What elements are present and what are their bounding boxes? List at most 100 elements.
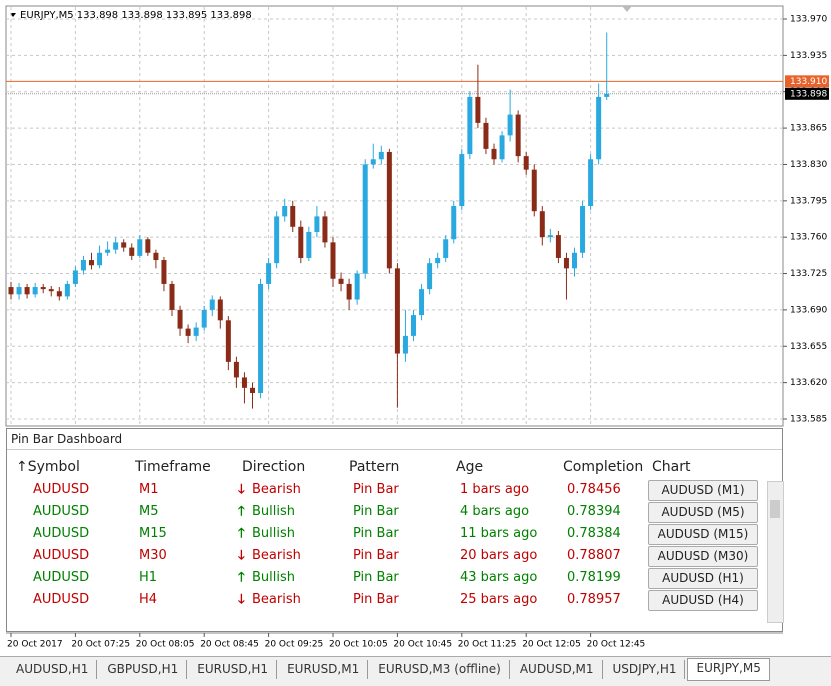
chart-button[interactable]: AUDUSD (M5) — [648, 502, 758, 523]
candle-body — [370, 159, 376, 165]
candle-body — [185, 328, 191, 336]
tab[interactable]: AUDUSD,H1 — [8, 660, 98, 679]
tab[interactable]: EURUSD,M3 (offline) — [370, 660, 510, 679]
candle-body — [451, 206, 457, 240]
price-label-box — [785, 87, 829, 100]
candle-body — [48, 289, 54, 292]
divider — [7, 449, 782, 450]
direction-icon: 🡓 — [238, 548, 245, 563]
candle-body — [217, 299, 223, 321]
candle-body — [419, 289, 425, 316]
candle-body — [40, 287, 46, 290]
candle-body — [250, 387, 255, 394]
cell-age: 25 bars ago — [460, 592, 538, 607]
cell-direction: Bullish — [252, 504, 296, 519]
candle-body — [145, 239, 151, 253]
candle-body — [282, 206, 288, 217]
subwindow-tick: 0 — [788, 632, 794, 634]
candle-body — [32, 287, 38, 295]
scroll-thumb[interactable] — [770, 500, 780, 518]
chart-button[interactable]: AUDUSD (M30) — [648, 546, 758, 567]
candle-body — [499, 135, 505, 160]
candle-body — [72, 270, 78, 284]
candle-body — [338, 278, 344, 284]
candle-body — [274, 216, 280, 264]
price-chart: EURJPY,M5 133.898 133.898 133.895 133.89… — [5, 5, 829, 427]
direction-icon: 🡓 — [238, 592, 245, 607]
cell-pattern: Pin Bar — [353, 526, 399, 541]
scrollbar[interactable] — [767, 481, 784, 623]
tab[interactable]: EURUSD,H1 — [189, 660, 278, 679]
candle-body — [169, 283, 175, 310]
column-header: Age — [456, 459, 484, 475]
cell-symbol: AUDUSD — [33, 482, 90, 497]
candle-body — [515, 114, 521, 157]
y-tick-label: 133.725 — [790, 269, 827, 279]
chart-button[interactable]: AUDUSD (H1) — [648, 568, 758, 589]
tab[interactable]: AUDUSD,M1 — [512, 660, 603, 679]
chart-button[interactable]: AUDUSD (M1) — [648, 480, 758, 501]
time-axis: 0 20 Oct 2017 20 Oct 07:25 20 Oct 08:05 20 O… — [6, 632, 794, 650]
candle-body — [443, 239, 449, 258]
chart-frame — [5, 5, 784, 427]
chart-button[interactable]: AUDUSD (H4) — [648, 590, 758, 611]
direction-icon: 🡑 — [238, 570, 245, 585]
cell-direction: Bearish — [252, 548, 301, 563]
cell-symbol: AUDUSD — [33, 570, 90, 585]
x-tick-label: 20 Oct 08:05 — [136, 640, 195, 650]
candle-body — [411, 315, 416, 336]
level-label-box — [785, 75, 829, 88]
candle-body — [491, 148, 497, 160]
price-label: 133.898 — [790, 89, 827, 99]
candle-body — [177, 309, 183, 329]
x-tick-label: 20 Oct 09:25 — [265, 640, 324, 650]
candle-body — [362, 164, 368, 274]
cell-timeframe: H1 — [139, 570, 158, 585]
candle-body — [161, 260, 167, 284]
tab[interactable]: GBPUSD,H1 — [99, 660, 188, 679]
tab[interactable]: EURJPY,M5 — [687, 658, 770, 681]
cell-direction: Bearish — [252, 592, 301, 607]
candle-body — [113, 242, 119, 250]
shift-marker — [622, 6, 632, 12]
cell-timeframe: M15 — [139, 526, 167, 541]
level-label: 133.910 — [790, 77, 827, 87]
dashboard-title: Pin Bar Dashboard — [11, 432, 123, 446]
candle-body — [16, 287, 22, 295]
column-header: Pattern — [349, 459, 400, 475]
candle-body — [105, 249, 111, 253]
candle-body — [121, 242, 127, 248]
x-tick-label: 20 Oct 08:45 — [200, 640, 259, 650]
column-header: Chart — [652, 459, 691, 475]
direction-icon: 🡑 — [238, 526, 245, 541]
tab[interactable]: EURUSD,M1 — [279, 660, 369, 679]
cell-pattern: Pin Bar — [353, 548, 399, 563]
cell-completion: 0.78199 — [567, 570, 621, 585]
candle-body — [24, 287, 30, 295]
cell-symbol: AUDUSD — [33, 526, 90, 541]
cell-pattern: Pin Bar — [353, 482, 399, 497]
candle-body — [346, 283, 352, 300]
cell-direction: Bullish — [252, 570, 296, 585]
column-header[interactable]: ↑Symbol — [16, 459, 80, 475]
cell-direction: Bearish — [252, 482, 301, 497]
column-header: Direction — [242, 459, 306, 475]
candle-body — [137, 239, 143, 256]
cell-age: 43 bars ago — [460, 570, 538, 585]
y-tick-label: 133.970 — [790, 15, 827, 25]
candle-body — [306, 231, 312, 258]
candle-body — [459, 154, 465, 207]
cell-completion: 0.78456 — [567, 482, 621, 497]
tab[interactable]: USDJPY,H1 — [605, 660, 686, 679]
candle-body — [241, 377, 247, 388]
cell-timeframe: H4 — [139, 592, 158, 607]
y-tick-label: 133.830 — [790, 160, 827, 170]
candle-body — [322, 216, 328, 243]
y-tick-label: 133.655 — [790, 342, 827, 352]
candle-body — [89, 260, 94, 266]
cell-completion: 0.78394 — [567, 504, 621, 519]
chart-button[interactable]: AUDUSD (M15) — [648, 524, 758, 545]
cell-pattern: Pin Bar — [353, 504, 399, 519]
candle-body — [563, 257, 569, 269]
y-tick-label: 133.760 — [790, 233, 827, 243]
